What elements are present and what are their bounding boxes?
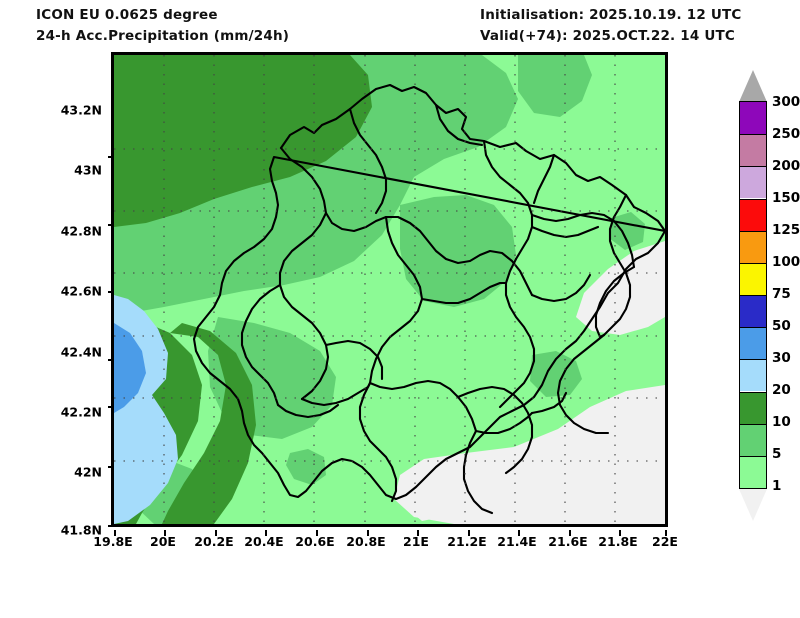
- colorbar-divider: [740, 295, 766, 296]
- colorbar-label: 300: [772, 94, 800, 110]
- precipitation-colorbar: [739, 101, 767, 489]
- x-axis-label: 20E: [150, 534, 176, 549]
- colorbar-label: 200: [772, 158, 800, 174]
- x-axis-label: 20.4E: [244, 534, 284, 549]
- colorbar-band: [740, 423, 766, 456]
- colorbar-band: [740, 455, 766, 488]
- x-axis-label: 20.2E: [194, 534, 234, 549]
- colorbar-band: [740, 391, 766, 424]
- x-tick: [367, 530, 369, 536]
- colorbar-band: [740, 198, 766, 231]
- x-tick: [265, 530, 267, 536]
- colorbar-label: 20: [772, 382, 791, 398]
- x-axis-label: 19.8E: [93, 534, 133, 549]
- x-axis-label: 21.8E: [598, 534, 638, 549]
- y-axis-label: 42N: [74, 464, 102, 480]
- y-tick: [108, 224, 114, 226]
- colorbar-below-min-arrow: [739, 489, 767, 521]
- colorbar-divider: [740, 166, 766, 168]
- x-axis-label: 20.6E: [295, 534, 335, 549]
- x-tick: [114, 530, 116, 536]
- colorbar-divider: [740, 359, 766, 361]
- x-tick: [316, 530, 318, 536]
- init-time: Initialisation: 2025.10.19. 12 UTC: [480, 7, 742, 23]
- valid-time: Valid(+74): 2025.OCT.22. 14 UTC: [480, 28, 736, 44]
- y-axis-label: 41.8N: [60, 522, 102, 538]
- x-axis-label: 22E: [652, 534, 678, 549]
- y-axis-label: 42.8N: [60, 223, 102, 239]
- x-axis-label: 21.6E: [548, 534, 588, 549]
- colorbar-above-max-arrow: [739, 70, 767, 102]
- colorbar-band: [740, 102, 766, 135]
- colorbar-divider: [740, 198, 766, 200]
- colorbar-label: 150: [772, 190, 800, 206]
- colorbar-divider: [740, 262, 766, 264]
- model-title: ICON EU 0.0625 degree: [36, 7, 218, 23]
- colorbar-divider: [740, 423, 766, 425]
- y-tick: [108, 525, 114, 527]
- colorbar-band: [740, 166, 766, 199]
- colorbar-label: 1: [772, 478, 782, 494]
- y-axis-label: 42.2N: [60, 404, 102, 420]
- x-tick: [665, 530, 667, 536]
- x-tick: [619, 530, 621, 536]
- colorbar-label: 10: [772, 414, 791, 430]
- colorbar-divider: [740, 134, 766, 136]
- colorbar-divider: [740, 391, 766, 393]
- colorbar-band: [740, 230, 766, 263]
- colorbar-label: 250: [772, 126, 800, 142]
- x-tick: [417, 530, 419, 536]
- colorbar-divider: [740, 327, 766, 329]
- map-clip: [114, 55, 665, 524]
- precipitation-map: [108, 52, 668, 536]
- y-tick: [108, 466, 114, 468]
- colorbar-label: 50: [772, 318, 791, 334]
- colorbar-label: 75: [772, 286, 791, 302]
- colorbar-divider: [740, 230, 766, 232]
- y-axis-label: 43.2N: [60, 102, 102, 118]
- colorbar-band: [740, 262, 766, 295]
- y-tick: [108, 291, 114, 293]
- admin-boundaries: [192, 83, 665, 515]
- y-tick: [108, 359, 114, 361]
- x-axis-label: 21E: [403, 534, 429, 549]
- x-axis-label: 21.2E: [447, 534, 487, 549]
- x-tick: [468, 530, 470, 536]
- x-axis-label: 21.4E: [497, 534, 537, 549]
- x-axis-label: 20.8E: [346, 534, 386, 549]
- colorbar-divider: [740, 455, 766, 457]
- x-tick: [518, 530, 520, 536]
- lat-lon-grid: [114, 55, 665, 524]
- colorbar-band: [740, 327, 766, 360]
- y-axis-label: 42.6N: [60, 283, 102, 299]
- colorbar-label: 125: [772, 222, 800, 238]
- x-tick: [215, 530, 217, 536]
- y-tick: [108, 156, 114, 158]
- map-canvas: [114, 55, 665, 524]
- colorbar-label: 100: [772, 254, 800, 270]
- y-axis-label: 42.4N: [60, 344, 102, 360]
- colorbar-label: 5: [772, 446, 782, 462]
- x-tick: [569, 530, 571, 536]
- colorbar-band: [740, 359, 766, 392]
- band-30-50mm: [114, 323, 146, 413]
- colorbar-band: [740, 295, 766, 328]
- x-tick: [164, 530, 166, 536]
- field-title: 24-h Acc.Precipitation (mm/24h): [36, 28, 290, 44]
- y-axis-label: 43N: [74, 162, 102, 178]
- colorbar-band: [740, 134, 766, 167]
- colorbar-label: 30: [772, 350, 791, 366]
- y-tick: [108, 406, 114, 408]
